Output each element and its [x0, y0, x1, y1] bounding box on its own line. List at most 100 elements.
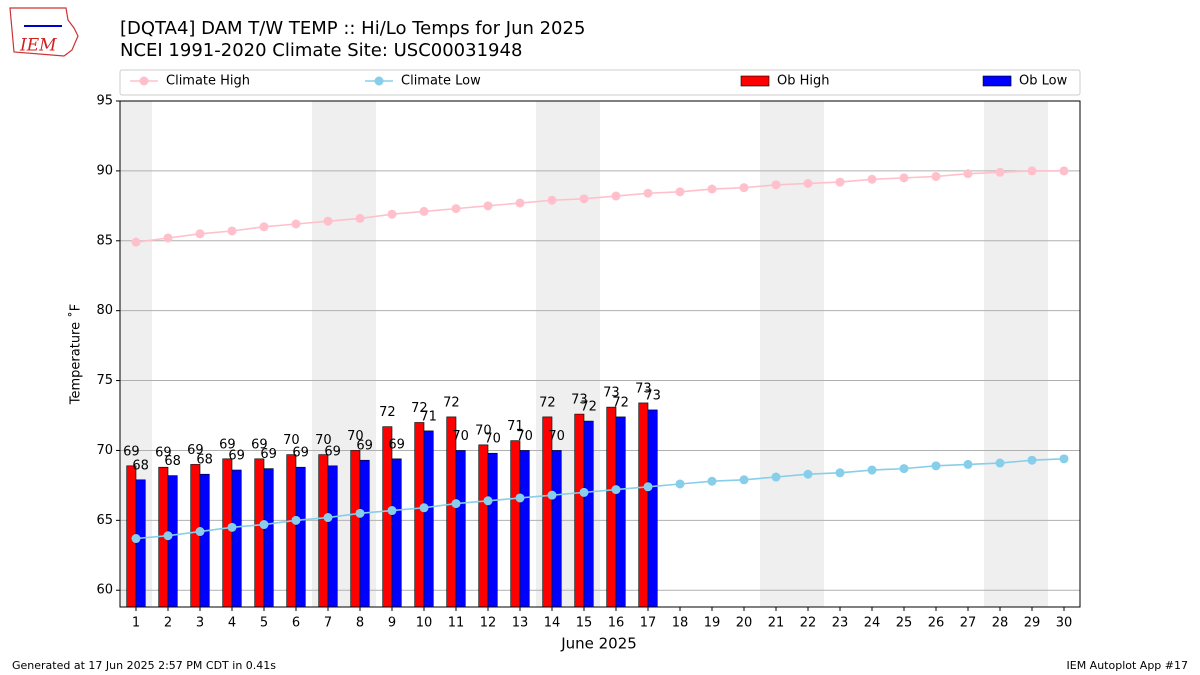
- point: [707, 476, 717, 486]
- point: [579, 194, 589, 204]
- data-label: 71: [507, 419, 524, 434]
- x-tick-label: 21: [768, 616, 785, 631]
- x-tick-label: 17: [640, 616, 657, 631]
- y-tick-label: 80: [96, 303, 113, 318]
- point: [515, 198, 525, 208]
- line: [135, 458, 1065, 540]
- x-tick-label: 4: [228, 616, 236, 631]
- plot-frame: [119, 100, 1081, 608]
- x-tick-label: 10: [416, 616, 433, 631]
- bar: [391, 458, 402, 608]
- logo: IEM: [9, 7, 79, 57]
- data-label: 72: [612, 395, 629, 410]
- point: [931, 461, 941, 471]
- point: [675, 187, 685, 197]
- point: [963, 169, 973, 179]
- point: [259, 222, 269, 232]
- data-label: 69: [123, 444, 140, 459]
- bar: [583, 420, 594, 608]
- legend-swatch: [740, 75, 770, 87]
- point: [579, 487, 589, 497]
- point: [963, 459, 973, 469]
- x-tick-label: 22: [800, 616, 817, 631]
- data-label: 68: [132, 458, 149, 473]
- y-tick-label: 65: [96, 513, 113, 528]
- point: [419, 206, 429, 216]
- point: [323, 513, 333, 523]
- point: [1027, 455, 1037, 465]
- point: [899, 173, 909, 183]
- point: [1027, 166, 1037, 176]
- point: [451, 499, 461, 509]
- point: [259, 520, 269, 530]
- data-label: 68: [196, 453, 213, 468]
- x-tick-label: 12: [480, 616, 497, 631]
- x-tick-label: 1: [132, 616, 140, 631]
- point: [387, 209, 397, 219]
- point: [1059, 454, 1069, 464]
- data-label: 72: [379, 405, 396, 420]
- point: [707, 184, 717, 194]
- point: [931, 171, 941, 181]
- data-label: 72: [580, 400, 597, 415]
- x-tick-label: 2: [164, 616, 172, 631]
- point: [803, 178, 813, 188]
- point: [483, 496, 493, 506]
- data-label: 68: [164, 454, 181, 469]
- point: [547, 195, 557, 205]
- data-label: 73: [644, 388, 661, 403]
- point: [643, 482, 653, 492]
- bar: [199, 473, 210, 608]
- x-tick-label: 13: [512, 616, 529, 631]
- point: [515, 493, 525, 503]
- bar: [135, 479, 146, 608]
- bar: [231, 469, 242, 608]
- x-tick-label: 3: [196, 616, 204, 631]
- data-label: 73: [635, 381, 652, 396]
- logo-text: IEM: [19, 36, 57, 56]
- data-label: 70: [283, 433, 300, 448]
- bar: [478, 444, 489, 608]
- point: [739, 183, 749, 193]
- legend-marker: [374, 76, 384, 86]
- bar: [519, 450, 530, 608]
- x-tick-label: 28: [992, 616, 1009, 631]
- x-tick-label: 18: [672, 616, 689, 631]
- data-label: 73: [571, 393, 588, 408]
- bar: [423, 430, 434, 608]
- bar: [455, 450, 466, 608]
- legend-box: [119, 69, 1081, 96]
- point: [995, 167, 1005, 177]
- bar: [350, 450, 361, 608]
- point: [483, 201, 493, 211]
- bar: [510, 440, 521, 608]
- chart-title: [DQTA4] DAM T/W TEMP :: Hi/Lo Temps for …: [120, 18, 585, 39]
- bar: [647, 409, 658, 608]
- data-label: 69: [251, 437, 268, 452]
- chart-subtitle: NCEI 1991-2020 Climate Site: USC00031948: [120, 40, 522, 61]
- x-tick-label: 24: [864, 616, 881, 631]
- point: [611, 485, 621, 495]
- point: [195, 527, 205, 537]
- bar: [382, 426, 393, 608]
- bar: [606, 406, 617, 608]
- data-label: 69: [356, 439, 373, 454]
- y-tick-label: 60: [96, 583, 113, 598]
- y-axis-label: Temperature ˚F: [68, 304, 84, 405]
- legend-label: Ob Low: [1019, 74, 1068, 89]
- data-label: 69: [219, 437, 236, 452]
- data-label: 70: [347, 429, 364, 444]
- bar: [487, 452, 498, 608]
- point: [1059, 166, 1069, 176]
- point: [899, 464, 909, 474]
- line: [135, 170, 1064, 243]
- point: [611, 191, 621, 201]
- x-tick-label: 29: [1024, 616, 1041, 631]
- data-label: 73: [603, 386, 620, 401]
- data-label: 69: [228, 449, 245, 464]
- point: [835, 177, 845, 187]
- bar: [167, 475, 178, 608]
- x-tick-label: 15: [576, 616, 593, 631]
- legend-label: Climate Low: [401, 74, 481, 89]
- point: [163, 531, 173, 541]
